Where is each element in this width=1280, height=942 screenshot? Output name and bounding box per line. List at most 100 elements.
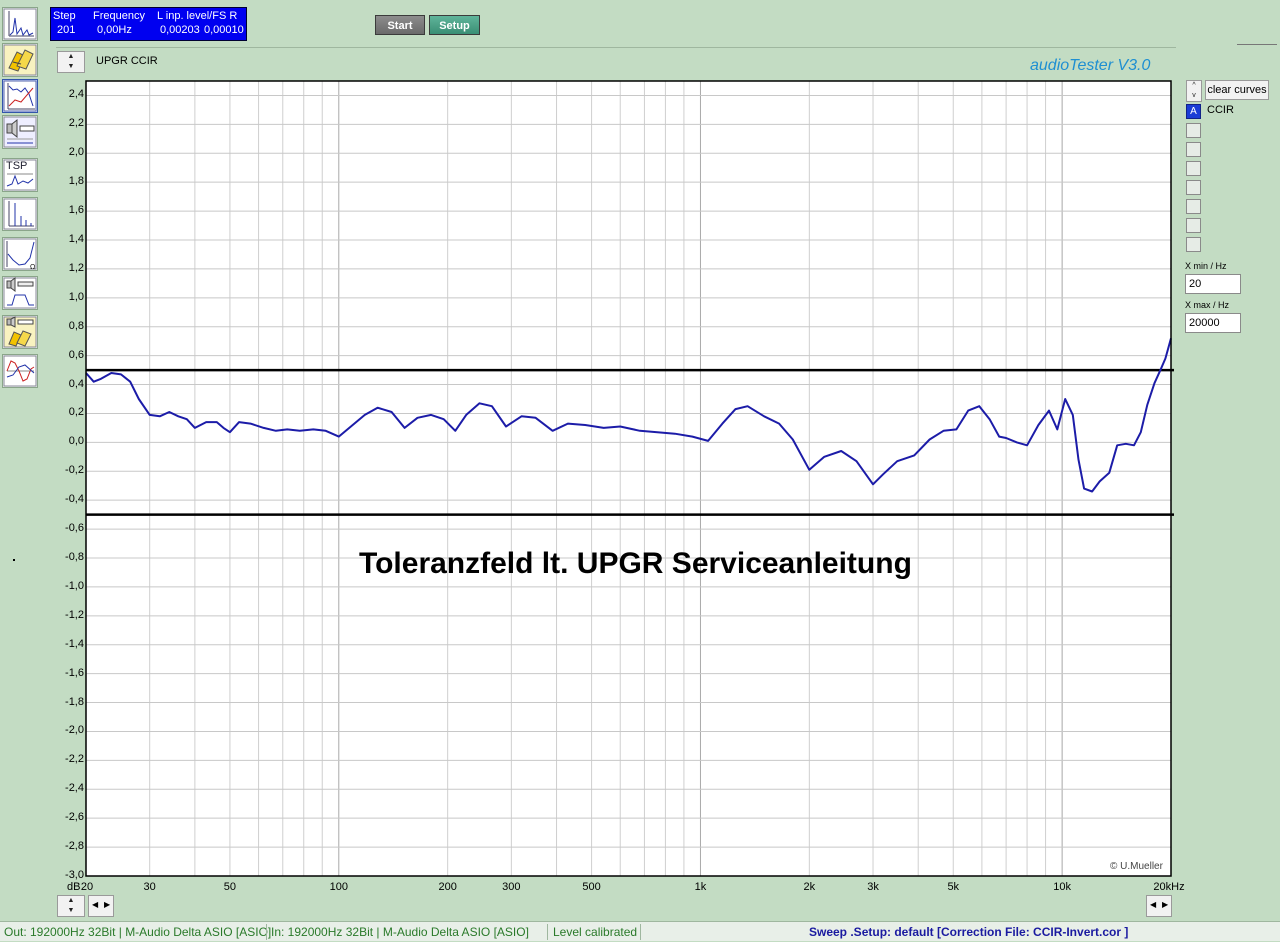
y-tick-label: 2,4 bbox=[68, 88, 84, 101]
x-scale-up-arrow-icon[interactable]: ▲ bbox=[67, 897, 75, 904]
header-divider bbox=[56, 47, 1176, 48]
thd-analyzer-button[interactable] bbox=[2, 197, 38, 231]
curve-down-arrow-icon[interactable]: v bbox=[1192, 92, 1196, 99]
y-tick-label: -0,4 bbox=[65, 493, 84, 506]
plot-area bbox=[86, 81, 1171, 876]
x-tick-label: 300 bbox=[502, 881, 521, 893]
x-tick-label: 200 bbox=[438, 881, 457, 893]
y-tick-label: 1,6 bbox=[68, 204, 84, 217]
calibration-icon bbox=[3, 44, 37, 76]
x-max-input[interactable]: 20000 bbox=[1185, 313, 1241, 333]
curve-a-toggle[interactable]: A bbox=[1186, 104, 1201, 119]
speaker-calibration-button[interactable] bbox=[2, 315, 38, 349]
y-tick-label: -0,6 bbox=[65, 522, 84, 535]
start-button[interactable]: Start bbox=[375, 15, 425, 35]
step-label: Step bbox=[53, 10, 76, 22]
curve-g-toggle[interactable] bbox=[1186, 218, 1201, 233]
y-tick-label: -2,8 bbox=[65, 840, 84, 853]
y-tick-label: 2,2 bbox=[68, 117, 84, 130]
speaker-calibration-icon bbox=[3, 316, 37, 348]
input-level-label: L inp. level/FS R bbox=[157, 10, 238, 22]
scroll-left-arrow-icon[interactable]: ◀ bbox=[92, 900, 99, 909]
x-tick-label: 100 bbox=[329, 881, 348, 893]
curve-d-toggle[interactable] bbox=[1186, 161, 1201, 176]
x-min-input[interactable]: 20 bbox=[1185, 274, 1241, 294]
y-tick-label: -2,4 bbox=[65, 782, 84, 795]
y-tick-label: 1,8 bbox=[68, 175, 84, 188]
setup-button[interactable]: Setup bbox=[429, 15, 480, 35]
curve-b-toggle[interactable] bbox=[1186, 123, 1201, 138]
y-tick-label: 1,4 bbox=[68, 233, 84, 245]
status-divider bbox=[547, 924, 548, 940]
x-tick-label: 3k bbox=[867, 881, 879, 893]
phase-response-button[interactable] bbox=[2, 354, 38, 388]
y-tick-label: 0,6 bbox=[68, 348, 84, 361]
sweep-setup-status: Sweep .Setup: default [Correction File: … bbox=[809, 925, 1129, 939]
stray-dot bbox=[13, 559, 15, 561]
graph-scale-spinner[interactable]: ▲ ▼ bbox=[57, 51, 85, 73]
scale-down-arrow-icon[interactable]: ▼ bbox=[67, 63, 75, 70]
curve-c-toggle[interactable] bbox=[1186, 142, 1201, 157]
clear-curves-button[interactable]: clear curves bbox=[1205, 80, 1269, 100]
input-device-status: In: 192000Hz 32Bit | M-Audio Delta ASIO … bbox=[271, 925, 529, 939]
x-tick-label: 20 bbox=[80, 881, 94, 893]
speaker-test-button[interactable] bbox=[2, 115, 38, 149]
x-tick-label: 50 bbox=[223, 881, 237, 893]
x-tick-label: 30 bbox=[143, 881, 156, 893]
brand-logo-text: audioTester V3.0 bbox=[1030, 57, 1151, 74]
status-divider bbox=[266, 924, 267, 940]
frequency-response-icon bbox=[3, 80, 37, 112]
curve-list-spinner[interactable]: ^ v bbox=[1186, 80, 1202, 102]
input-level-left: 0,00203 bbox=[160, 24, 200, 36]
spectrum-analyzer-icon bbox=[3, 8, 37, 40]
tsp-button[interactable]: TSP bbox=[2, 158, 38, 192]
y-tick-label: 2,0 bbox=[68, 146, 84, 159]
y-tick-label: -1,8 bbox=[65, 695, 84, 708]
status-divider bbox=[640, 924, 641, 940]
y-tick-label: -3,0 bbox=[65, 869, 84, 881]
y-unit-label: dB bbox=[67, 881, 81, 893]
y-tick-label: -2,0 bbox=[65, 724, 84, 737]
frequency-label: Frequency bbox=[93, 10, 145, 22]
frequency-response-button[interactable] bbox=[2, 79, 38, 113]
x-tick-label: 20kHz bbox=[1153, 881, 1185, 893]
speaker-frequency-button[interactable] bbox=[2, 276, 38, 310]
x-tick-label: 2k bbox=[803, 881, 816, 893]
scroll-left-end-arrow-icon[interactable]: ◀ bbox=[1150, 900, 1157, 909]
curve-e-toggle[interactable] bbox=[1186, 180, 1201, 195]
phase-response-icon bbox=[3, 355, 37, 387]
grid-lines bbox=[86, 81, 1171, 876]
scroll-right-end-arrow-icon[interactable]: ▶ bbox=[1162, 900, 1169, 909]
frequency-value: 0,00Hz bbox=[97, 24, 132, 36]
curve-h-toggle[interactable] bbox=[1186, 237, 1201, 252]
x-scale-spinner[interactable]: ▲ ▼ bbox=[57, 895, 85, 917]
scale-up-arrow-icon[interactable]: ▲ bbox=[67, 53, 75, 60]
x-min-label: X min / Hz bbox=[1185, 261, 1227, 271]
y-tick-label: -1,0 bbox=[65, 579, 84, 592]
x-tick-label: 1k bbox=[694, 881, 707, 893]
calibration-button[interactable] bbox=[2, 43, 38, 77]
impedance-curve-button[interactable]: Ω bbox=[2, 237, 38, 271]
curve-up-arrow-icon[interactable]: ^ bbox=[1192, 82, 1196, 89]
y-tick-label: -1,6 bbox=[65, 666, 84, 679]
y-tick-label: 0,2 bbox=[68, 406, 84, 419]
thd-analyzer-icon bbox=[3, 198, 37, 230]
tsp-icon bbox=[3, 159, 37, 191]
x-max-label: X max / Hz bbox=[1185, 300, 1230, 310]
curve-a-name: CCIR bbox=[1207, 104, 1234, 116]
speaker-test-icon bbox=[3, 116, 37, 148]
scroll-right-arrow-icon[interactable]: ▶ bbox=[104, 900, 111, 909]
tolerance-limits bbox=[86, 368, 1174, 516]
status-bar: Out: 192000Hz 32Bit | M-Audio Delta ASIO… bbox=[0, 921, 1280, 941]
curve-f-toggle[interactable] bbox=[1186, 199, 1201, 214]
impedance-curve-icon: Ω bbox=[3, 238, 37, 270]
y-tick-label: -0,2 bbox=[65, 464, 84, 477]
graph-title: UPGR CCIR bbox=[96, 55, 158, 67]
spectrum-analyzer-button[interactable] bbox=[2, 7, 38, 41]
y-tick-label: -1,2 bbox=[65, 608, 84, 621]
level-status: Level calibrated bbox=[553, 925, 638, 939]
x-scale-down-arrow-icon[interactable]: ▼ bbox=[67, 907, 75, 914]
x-tick-label: 5k bbox=[947, 881, 960, 893]
tsp-label: TSP bbox=[6, 160, 28, 172]
